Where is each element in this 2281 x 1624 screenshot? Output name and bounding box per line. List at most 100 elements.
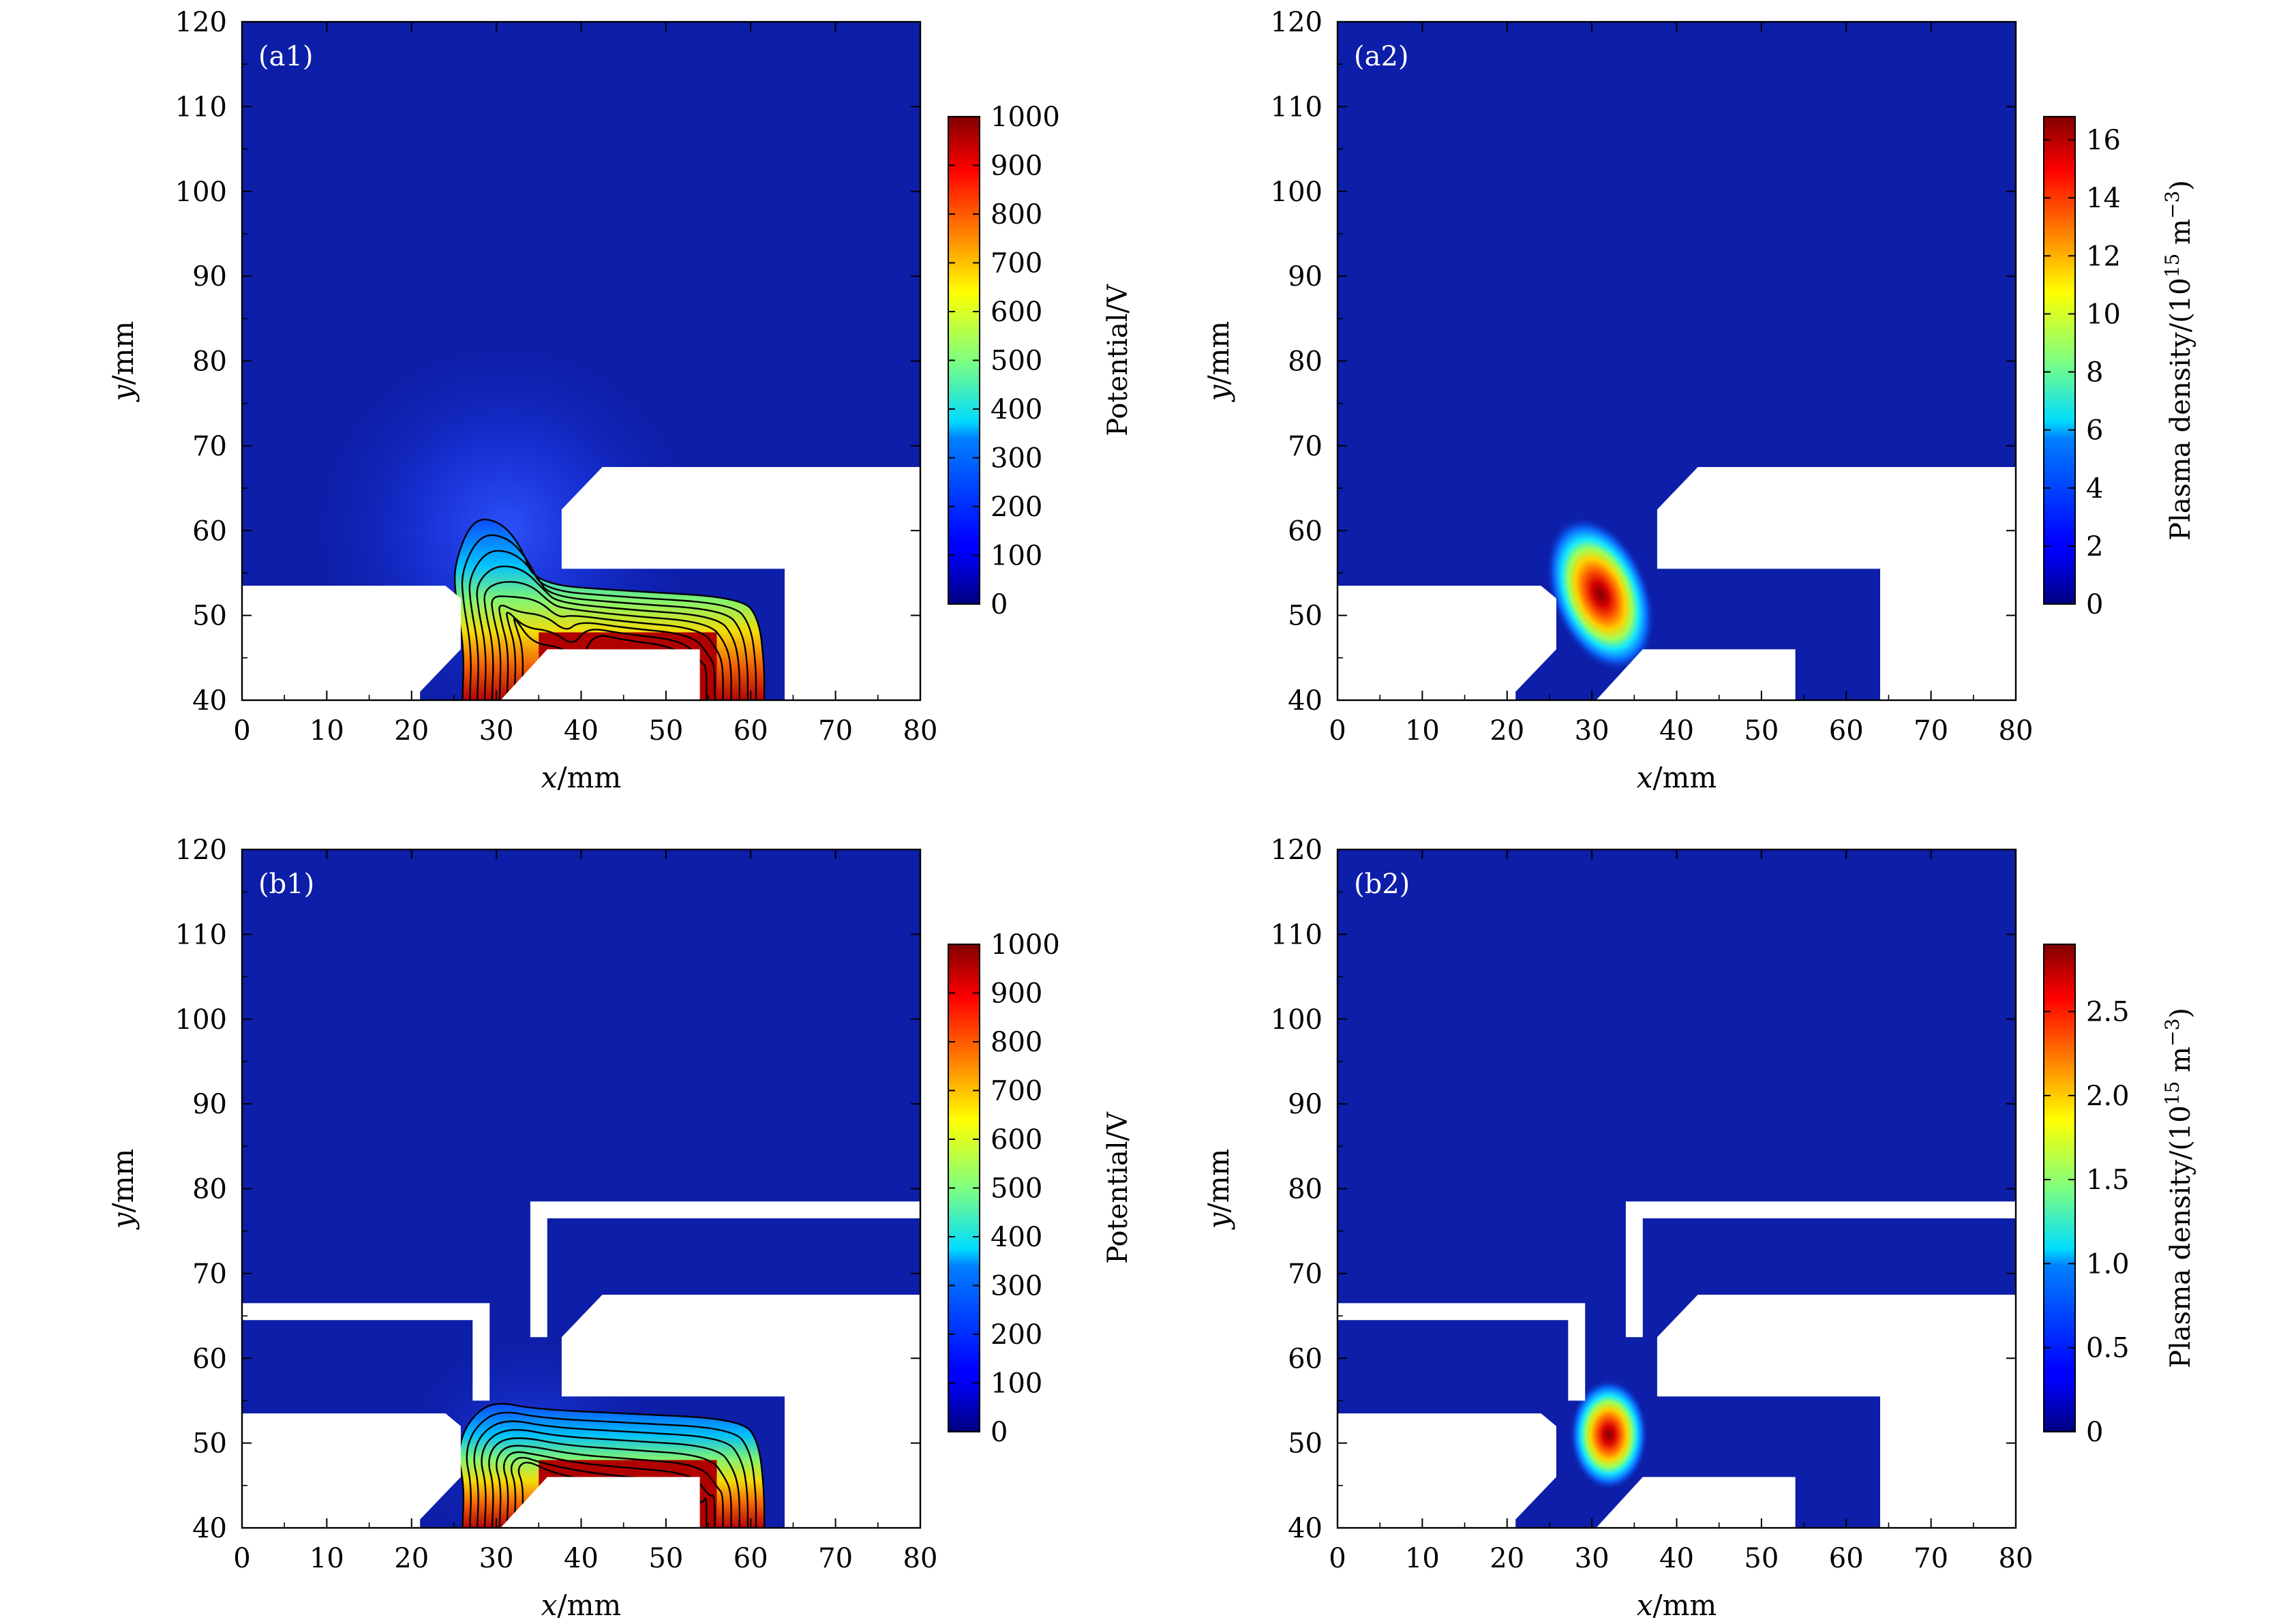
colorbar-tick-label: 0 xyxy=(2086,1417,2103,1448)
contour-line xyxy=(503,1451,716,1528)
colorbar: 0 2 4 6 8 10 12 14 16 Plasma density/(1015 m−3) xyxy=(2043,116,2196,620)
electrode-region xyxy=(500,1477,700,1528)
y-axis-label: y/mm xyxy=(106,1149,140,1231)
y-tick-label: 70 xyxy=(192,1259,227,1290)
colorbar-gradient xyxy=(2043,116,2076,605)
x-tick-label: 80 xyxy=(903,715,938,747)
colorbar-tick-label: 2.5 xyxy=(2086,997,2130,1028)
y-tick-label: 120 xyxy=(1271,834,1323,866)
colorbar-tick-label: 0 xyxy=(2086,589,2103,620)
electrode-region xyxy=(1596,1477,1796,1528)
x-tick-label: 20 xyxy=(1490,1543,1524,1574)
plasma-density-peak xyxy=(1545,516,1656,673)
x-tick-label: 60 xyxy=(1829,715,1864,747)
x-tick-label: 80 xyxy=(1999,715,2034,747)
y-tick-label: 50 xyxy=(1288,1428,1323,1460)
axes: 0 10 20 30 40 50 60 70 80 40 50 60 70 80 90 100 110 120 x/… xyxy=(1202,834,2033,1622)
colorbar-tick-label: 400 xyxy=(991,394,1042,425)
y-tick-label: 60 xyxy=(192,515,227,547)
colorbar-tick-label: 4 xyxy=(2086,473,2103,505)
x-axis-label: x/mm xyxy=(1637,1589,1717,1622)
y-tick-label: 80 xyxy=(192,346,227,378)
colorbar-tick-label: 12 xyxy=(2086,241,2121,272)
colorbar-tick-label: 200 xyxy=(991,1319,1042,1351)
x-tick-label: 40 xyxy=(1659,1543,1694,1574)
x-tick-label: 30 xyxy=(1575,1543,1610,1574)
colorbar-label: Potential/V xyxy=(1102,284,1134,436)
y-tick-label: 60 xyxy=(1288,1343,1323,1374)
y-tick-label: 90 xyxy=(192,261,227,292)
contour-line xyxy=(473,1420,749,1528)
colorbar-tick-label: 16 xyxy=(2086,125,2121,156)
panel-label: (b1) xyxy=(258,869,314,900)
colorbar-tick-label: 900 xyxy=(991,978,1042,1010)
panel-label: (a1) xyxy=(258,41,314,72)
x-axis-label: x/mm xyxy=(541,761,622,794)
electrode-region xyxy=(561,1295,920,1528)
x-axis-label: x/mm xyxy=(1637,761,1717,794)
plot-area xyxy=(242,22,920,700)
colorbar-tick-label: 200 xyxy=(991,492,1042,523)
y-tick-label: 90 xyxy=(1288,1089,1323,1120)
panel-a2: 0 10 20 30 40 50 60 70 80405060708090100110120x/… xyxy=(1202,7,2196,794)
y-tick-label: 50 xyxy=(192,601,227,632)
axes: 0 10 20 30 40 50 60 70 80 40 50 60 70 80 90 100 110 120 x/… xyxy=(1202,7,2033,794)
y-tick-label: 120 xyxy=(175,834,227,866)
x-axis-label: x/mm xyxy=(541,1589,622,1622)
colorbar-label: Plasma density/(1015 m−3) xyxy=(2161,1008,2196,1368)
electrode-region xyxy=(242,1413,461,1528)
x-tick-label: 0 xyxy=(1329,715,1346,747)
axes: 0 10 20 30 40 50 60 70 80 40 50 60 70 80 90 100 110 120 x/… xyxy=(106,7,937,794)
x-tick-label: 60 xyxy=(1829,1543,1864,1574)
colorbar-tick-label: 700 xyxy=(991,1076,1042,1107)
panel-label: (b2) xyxy=(1354,869,1410,900)
plot-area xyxy=(242,849,920,1528)
electrode-region xyxy=(561,467,920,700)
colorbar-tick-label: 500 xyxy=(991,346,1042,377)
panel-b1: 0 10 20 30 40 50 60 70 80 40 50 60 70 80 90 100 110 120 x/… xyxy=(106,834,1134,1622)
axes: 0 10 20 30 40 50 60 70 80 40 50 60 70 80 90 100 110 120 x/… xyxy=(106,834,937,1622)
panel-a1: 0 10 20 30 40 50 60 70 80 40 50 60 70 80 90 100 110 120 x/… xyxy=(106,7,1134,794)
x-tick-label: 30 xyxy=(479,1543,514,1574)
y-axis-label: y/mm xyxy=(1202,321,1235,403)
x-tick-label: 30 xyxy=(1575,715,1610,747)
y-tick-label: 70 xyxy=(1288,431,1323,462)
y-tick-label: 100 xyxy=(1271,1004,1323,1036)
x-tick-label: 80 xyxy=(903,1543,938,1574)
y-tick-label: 120 xyxy=(1271,7,1323,38)
x-tick-label: 50 xyxy=(1744,1543,1779,1574)
y-tick-label: 110 xyxy=(175,91,227,123)
y-tick-label: 80 xyxy=(1288,1174,1323,1205)
panel-label: (a2) xyxy=(1354,41,1409,72)
y-tick-label: 50 xyxy=(1288,601,1323,632)
colorbar-tick-label: 6 xyxy=(2086,415,2103,447)
electrode-region xyxy=(242,1303,490,1401)
plot-area xyxy=(1338,849,2016,1528)
colorbar-tick-label: 500 xyxy=(991,1173,1042,1205)
contour-line xyxy=(461,534,757,700)
colorbar-tick-label: 900 xyxy=(991,151,1042,182)
colorbar-tick-label: 2 xyxy=(2086,531,2103,562)
colorbar-tick-label: 600 xyxy=(991,297,1042,328)
electrode-region xyxy=(242,586,461,700)
colorbar-tick-label: 700 xyxy=(991,248,1042,280)
colorbar-tick-label: 10 xyxy=(2086,299,2121,330)
colorbar-tick-label: 800 xyxy=(991,1027,1042,1058)
colorbar-label: Potential/V xyxy=(1102,1111,1134,1264)
electrode-region xyxy=(1338,1303,1586,1401)
y-tick-label: 80 xyxy=(192,1174,227,1205)
x-tick-label: 70 xyxy=(1914,1543,1948,1574)
colorbar: 0 100 200 300 400 500 600 700 800 900 1000 Potentia… xyxy=(948,929,1134,1448)
y-tick-label: 110 xyxy=(175,919,227,950)
x-tick-label: 80 xyxy=(1999,1543,2034,1574)
x-tick-label: 50 xyxy=(1744,715,1779,747)
y-tick-label: 40 xyxy=(192,685,227,717)
x-tick-label: 40 xyxy=(1659,715,1694,747)
y-tick-label: 50 xyxy=(192,1428,227,1460)
colorbar-tick-label: 2.0 xyxy=(2086,1081,2130,1112)
colorbar-tick-label: 800 xyxy=(991,199,1042,230)
colorbar-tick-label: 14 xyxy=(2086,183,2121,214)
x-tick-label: 30 xyxy=(479,715,514,747)
y-tick-label: 70 xyxy=(1288,1259,1323,1290)
panel-b2: 0 10 20 30 40 50 60 70 80 40 50 60 70 80 90 100 110 120 x/… xyxy=(1202,834,2196,1622)
